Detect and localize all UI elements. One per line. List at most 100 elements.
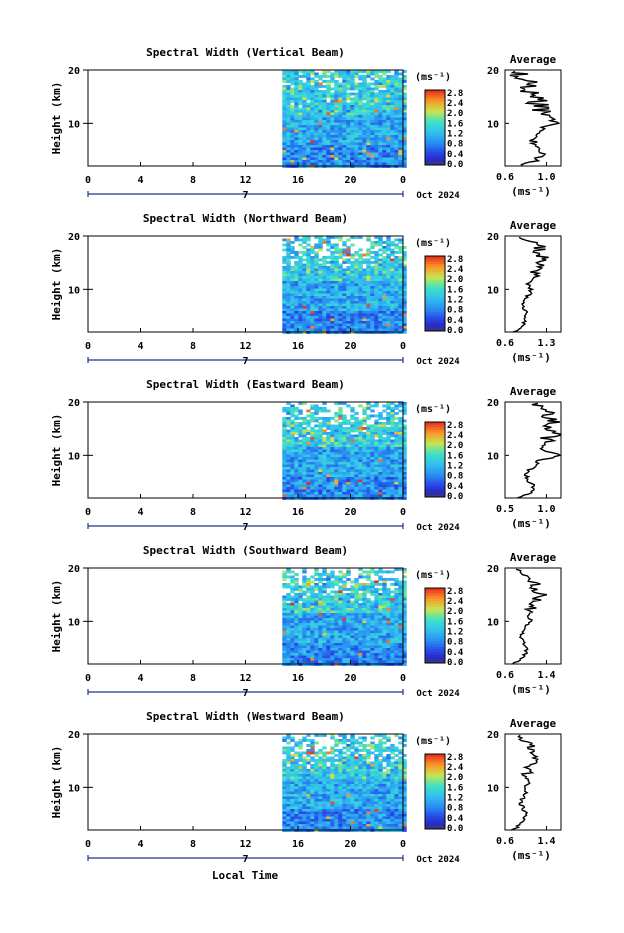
heatmap-cell [290, 817, 294, 820]
heatmap-cell [326, 633, 330, 636]
heatmap-cell [294, 608, 298, 611]
heatmap-cell [350, 470, 354, 473]
heatmap-cell [390, 656, 394, 659]
heatmap-cell [342, 495, 346, 498]
heatmap-cell [358, 450, 362, 453]
heatmap-cell [282, 824, 286, 827]
heatmap-cell [290, 467, 294, 470]
heatmap-cell [378, 321, 382, 324]
heatmap-cell [330, 472, 334, 475]
heatmap-cell [290, 802, 294, 805]
heatmap-cell [298, 314, 302, 317]
heatmap-cell [358, 427, 362, 430]
heatmap-cell [382, 251, 386, 254]
heatmap-cell [290, 281, 294, 284]
heatmap-cell [358, 608, 362, 611]
heatmap-cell [346, 294, 350, 297]
heatmap-cell [314, 284, 318, 287]
heatmap-cell [378, 606, 382, 609]
heatmap-cell [330, 115, 334, 118]
heatmap-cell [294, 324, 298, 327]
heatmap-cell [370, 291, 374, 294]
heatmap-cell [326, 442, 330, 445]
heatmap-cell [394, 407, 398, 410]
heatmap-cell [298, 593, 302, 596]
heatmap-cell [310, 284, 314, 287]
heatmap-cell [354, 138, 358, 141]
heatmap-cell [394, 638, 398, 641]
heatmap-cell [362, 110, 366, 113]
heatmap-cell [302, 128, 306, 131]
heatmap-cell [294, 425, 298, 428]
heatmap-cell [322, 638, 326, 641]
heatmap-cell [330, 110, 334, 113]
heatmap-cell [342, 299, 346, 302]
heatmap-cell [374, 296, 378, 299]
heatmap-cell [394, 163, 398, 166]
profile-y-tick-label: 20 [487, 232, 499, 243]
heatmap-cell [282, 120, 286, 123]
heatmap-cell [310, 633, 314, 636]
heatmap-cell [390, 150, 394, 153]
heatmap-cell [354, 314, 358, 317]
heatmap-cell [290, 153, 294, 156]
heatmap-cell [358, 455, 362, 458]
heatmap-cell [346, 440, 350, 443]
heatmap-cell [362, 626, 366, 629]
heatmap-cell [282, 442, 286, 445]
heatmap-cell [330, 638, 334, 641]
heatmap-cell [286, 480, 290, 483]
heatmap-cell [346, 80, 350, 83]
heatmap-cell [394, 593, 398, 596]
heatmap-cell [302, 324, 306, 327]
heatmap-cell [354, 75, 358, 78]
heatmap-cell [306, 261, 310, 264]
heatmap-cell [286, 286, 290, 289]
heatmap-cell [382, 472, 386, 475]
heatmap-cell [290, 80, 294, 83]
heatmap-cell [314, 105, 318, 108]
heatmap-cell [314, 613, 318, 616]
colorbar-tick-label: 2.4 [447, 99, 464, 109]
heatmap-cell [298, 160, 302, 163]
heatmap-cell [306, 410, 310, 413]
heatmap-cell [398, 279, 402, 282]
heatmap-cell [398, 641, 402, 644]
heatmap-cell [366, 591, 370, 594]
colorbar-tick-label: 2.8 [447, 255, 463, 265]
heatmap-cell [394, 85, 398, 88]
heatmap-cell [286, 100, 290, 103]
heatmap-cell [310, 85, 314, 88]
heatmap-cell [346, 103, 350, 106]
heatmap-cell [338, 455, 342, 458]
heatmap-cell [366, 460, 370, 463]
heatmap-cell [394, 467, 398, 470]
heatmap-cell [318, 105, 322, 108]
heatmap-cell [290, 251, 294, 254]
heatmap-cell [366, 472, 370, 475]
heatmap-cell [354, 583, 358, 586]
heatmap-cell [366, 450, 370, 453]
heatmap-cell [390, 289, 394, 292]
heatmap-cell [350, 110, 354, 113]
heatmap-cell [366, 603, 370, 606]
heatmap-cell [302, 583, 306, 586]
heatmap-cell [354, 108, 358, 111]
heatmap-cell [342, 638, 346, 641]
heatmap-cell [302, 578, 306, 581]
heatmap-cell [366, 289, 370, 292]
heatmap-cell [326, 643, 330, 646]
heatmap-cell [282, 472, 286, 475]
heatmap-cell [346, 113, 350, 116]
heatmap-cell [298, 752, 302, 755]
heatmap-cell [366, 85, 370, 88]
heatmap-cell [362, 618, 366, 621]
heatmap-cell [290, 588, 294, 591]
heatmap-cell [298, 143, 302, 146]
heatmap-cell [294, 301, 298, 304]
heatmap-cell [390, 631, 394, 634]
heatmap-cell [302, 593, 306, 596]
heatmap-cell [322, 591, 326, 594]
heatmap-cell [354, 643, 358, 646]
heatmap-cell [394, 158, 398, 161]
